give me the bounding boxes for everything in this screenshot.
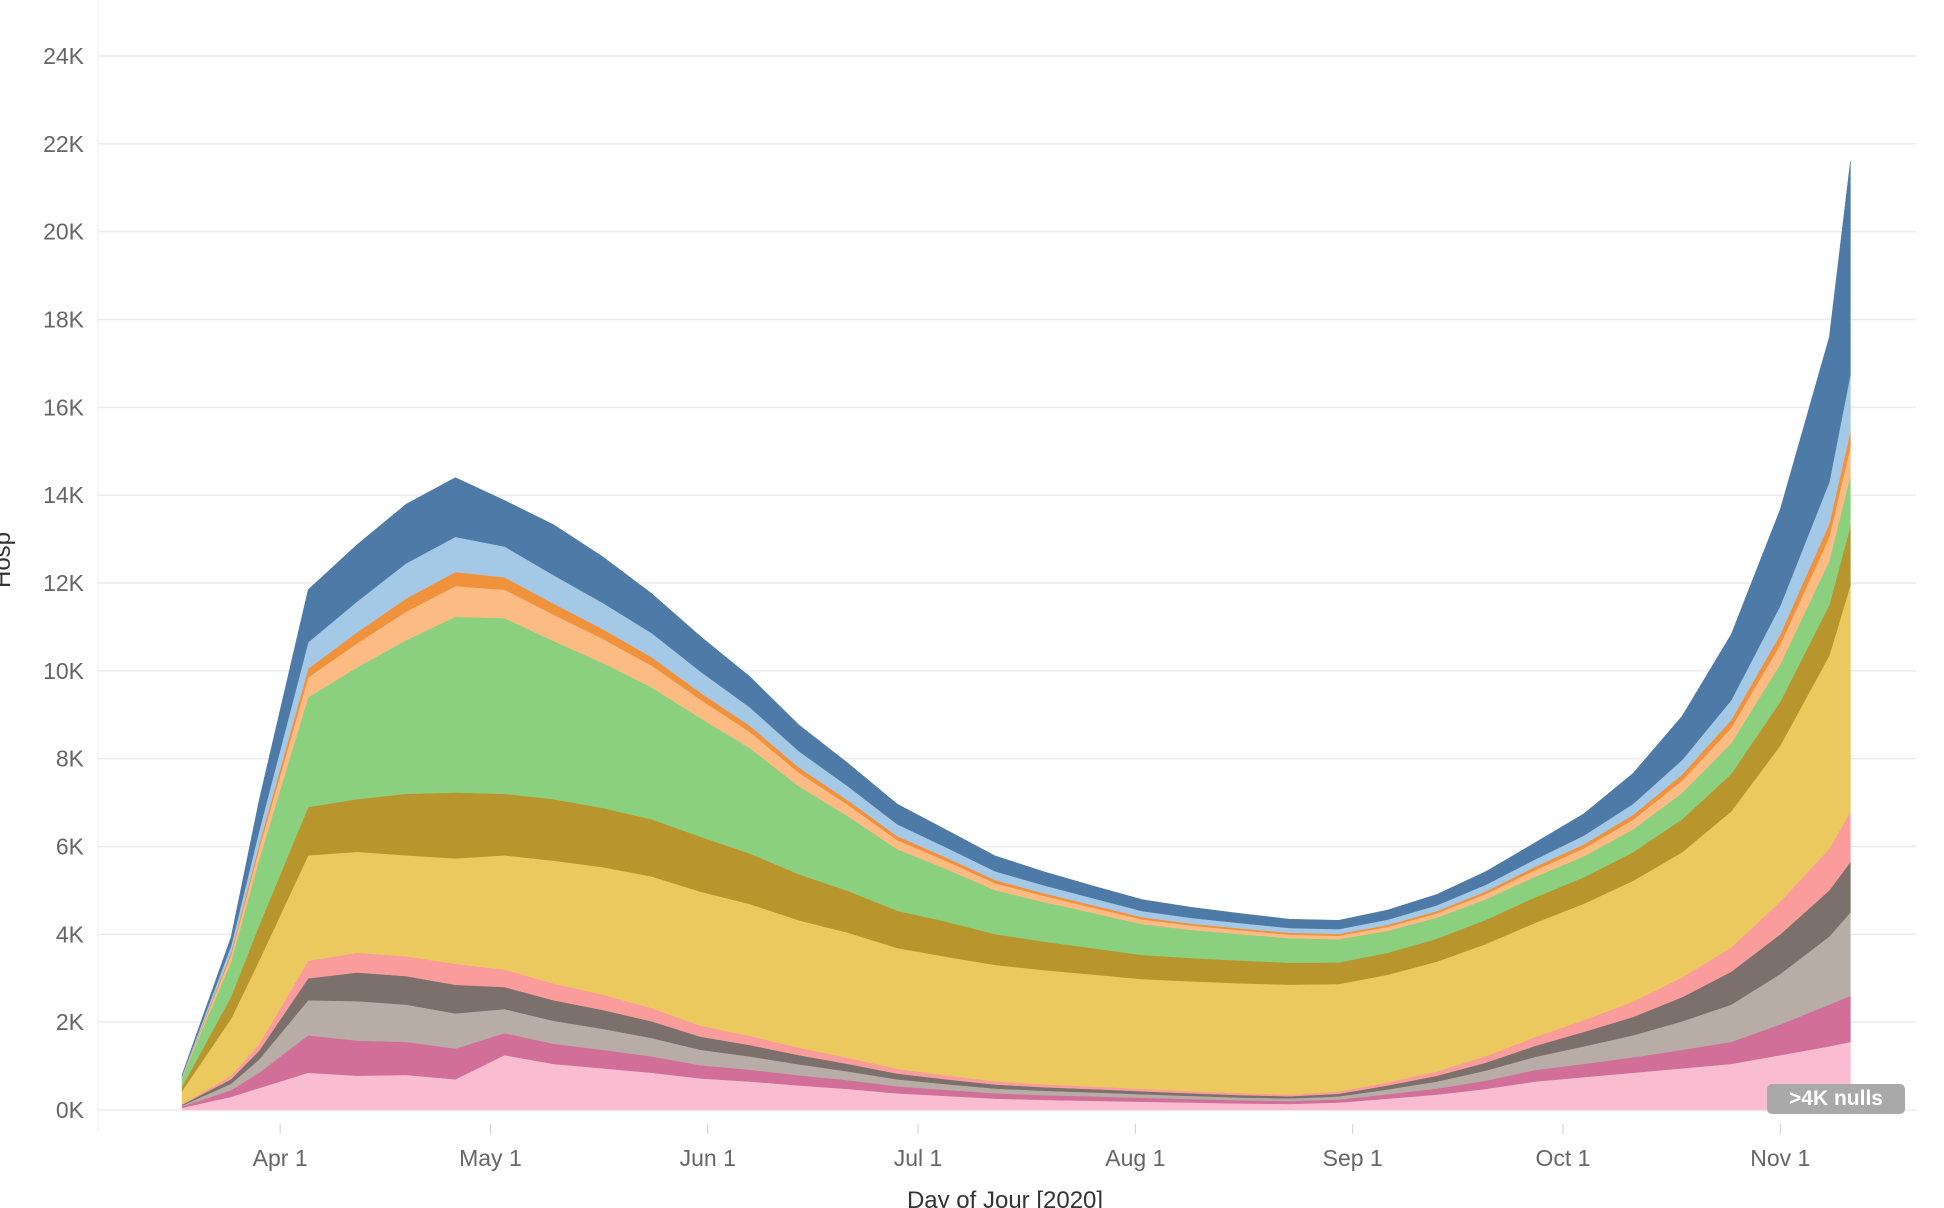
area-series-12	[181, 161, 1851, 1076]
y-tick-label: 8K	[56, 746, 85, 772]
x-tick-label: Oct 1	[1535, 1145, 1590, 1171]
y-tick-label: 24K	[43, 43, 85, 69]
y-tick-label: 0K	[56, 1097, 85, 1123]
y-tick-label: 18K	[43, 307, 85, 333]
y-tick-label: 6K	[56, 834, 85, 860]
chart-areas	[181, 161, 1851, 1111]
x-axis-title: Day of Jour [2020]	[907, 1187, 1103, 1208]
axes: Hosp Day of Jour [2020] 0K 2K 4K 6K 8K 10K 12K…	[0, 43, 1810, 1208]
x-tick-label: Nov 1	[1750, 1145, 1810, 1171]
y-tick-label: 16K	[43, 394, 85, 420]
y-tick-label: 12K	[43, 570, 85, 596]
x-tick-label: Jul 1	[894, 1145, 943, 1171]
y-tick-label: 22K	[43, 131, 85, 157]
x-tick-label: Aug 1	[1105, 1145, 1165, 1171]
y-axis-title: Hosp	[0, 532, 16, 588]
y-tick-label: 10K	[43, 658, 85, 684]
x-tick-label: May 1	[459, 1145, 522, 1171]
x-tick-label: Jun 1	[680, 1145, 736, 1171]
x-tick-label: Sep 1	[1323, 1145, 1383, 1171]
y-tick-label: 14K	[43, 482, 85, 508]
y-tick-label: 4K	[56, 921, 85, 947]
x-tick-label: Apr 1	[253, 1145, 308, 1171]
y-tick-label: 20K	[43, 219, 85, 245]
y-tick-label: 2K	[56, 1009, 85, 1035]
nulls-indicator-badge[interactable]: >4K nulls	[1767, 1084, 1905, 1114]
